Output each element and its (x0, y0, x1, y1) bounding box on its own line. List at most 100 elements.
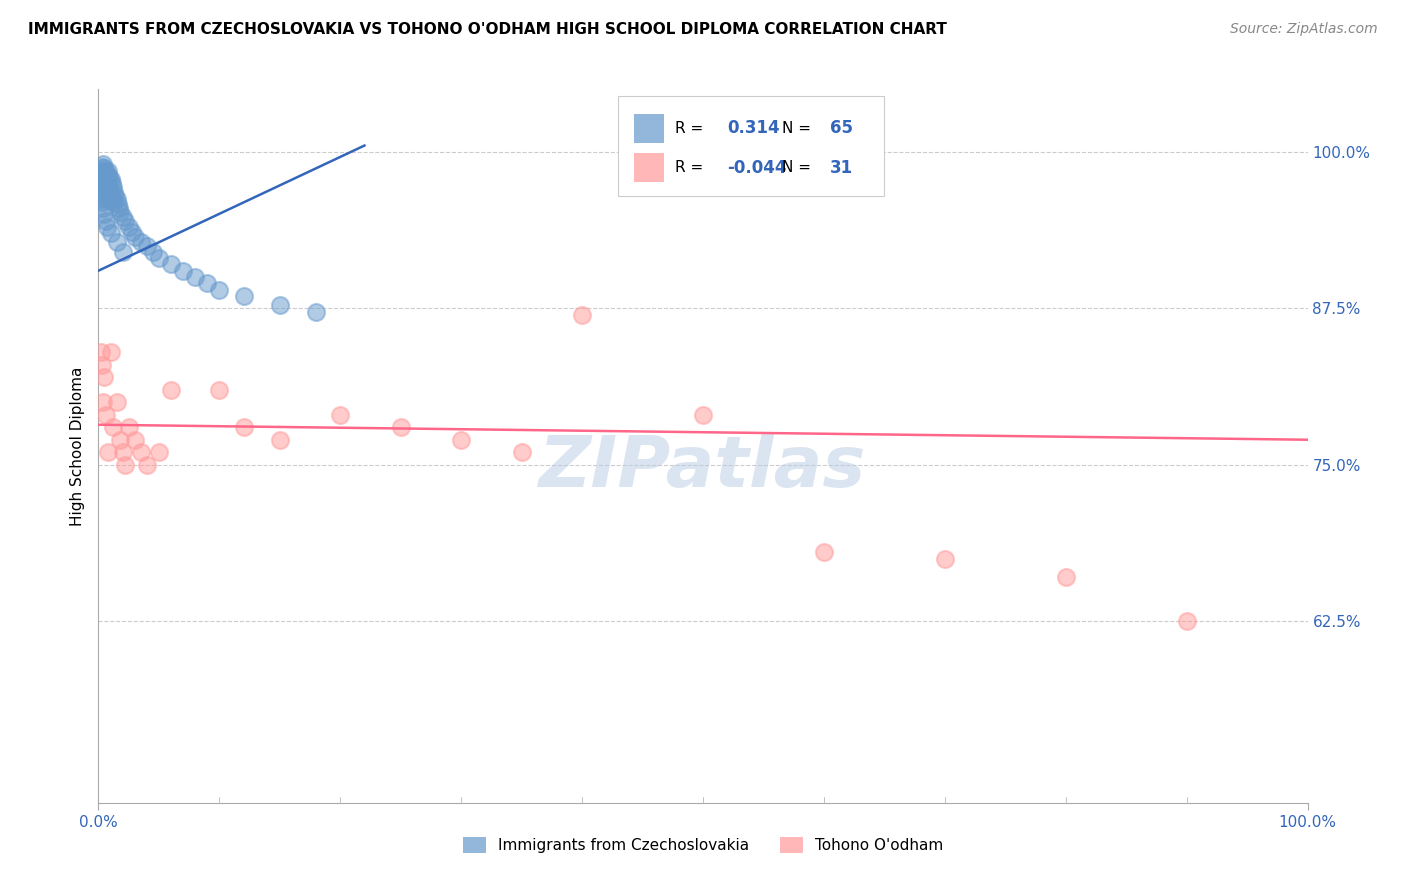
Point (111, 210, 134, 224)
Point (104, 188, 127, 202)
Point (91, 188, 114, 202)
Point (100, 345, 122, 359)
Point (100, 172, 122, 186)
Point (97, 172, 120, 186)
Point (93, 370, 115, 384)
Point (94, 165, 117, 179)
Point (97, 163, 120, 178)
Legend: Immigrants from Czechoslovakia, Tohono O'odham: Immigrants from Czechoslovakia, Tohono O… (457, 831, 949, 859)
Point (108, 201, 131, 215)
Point (1054, 570, 1077, 584)
Point (269, 297, 291, 311)
Point (208, 383, 231, 397)
Point (101, 420, 124, 434)
Text: ZIPatlas: ZIPatlas (540, 433, 866, 502)
Point (100, 176, 122, 190)
Point (105, 395, 128, 409)
Point (305, 305, 328, 319)
Point (93, 207, 115, 221)
Point (91, 173, 114, 187)
Point (813, 545, 835, 559)
Point (124, 433, 146, 447)
Point (148, 251, 170, 265)
Point (100, 193, 122, 207)
Point (90, 172, 112, 186)
Point (114, 213, 136, 227)
Point (90, 167, 112, 181)
Point (172, 264, 194, 278)
Point (129, 235, 152, 249)
Point (118, 219, 141, 234)
Point (114, 458, 136, 472)
Point (148, 445, 170, 459)
Point (692, 408, 714, 422)
Point (934, 551, 956, 566)
FancyBboxPatch shape (634, 114, 664, 143)
Text: Source: ZipAtlas.com: Source: ZipAtlas.com (1230, 22, 1378, 37)
Point (94, 213, 117, 227)
Point (91, 176, 114, 190)
Y-axis label: High School Diploma: High School Diploma (69, 367, 84, 525)
FancyBboxPatch shape (634, 153, 664, 182)
Point (108, 205, 131, 219)
Point (389, 420, 412, 434)
Point (90, 345, 112, 359)
Point (91, 166, 114, 180)
Point (97, 445, 120, 459)
Point (91, 194, 114, 209)
Point (108, 433, 131, 447)
Point (98, 169, 121, 184)
Point (195, 277, 218, 291)
Text: -0.044: -0.044 (727, 159, 787, 177)
Point (135, 238, 157, 252)
Point (97, 185, 120, 199)
Point (160, 257, 183, 271)
Point (184, 270, 207, 285)
Point (101, 194, 124, 209)
Point (98, 182, 121, 196)
Point (90, 163, 112, 178)
Text: N =: N = (782, 121, 811, 136)
Point (232, 420, 254, 434)
Point (118, 420, 141, 434)
Point (90, 182, 112, 196)
Text: N =: N = (782, 161, 811, 175)
Point (160, 383, 183, 397)
Point (135, 458, 157, 472)
Point (142, 244, 165, 259)
Text: IMMIGRANTS FROM CZECHOSLOVAKIA VS TOHONO O'ODHAM HIGH SCHOOL DIPLOMA CORRELATION: IMMIGRANTS FROM CZECHOSLOVAKIA VS TOHONO… (28, 22, 948, 37)
Point (232, 289, 254, 303)
Text: R =: R = (675, 161, 703, 175)
Point (124, 230, 146, 244)
Point (329, 408, 352, 422)
Point (91, 193, 114, 207)
Point (121, 225, 143, 239)
Point (111, 445, 134, 459)
Point (208, 283, 231, 297)
Point (91, 358, 114, 372)
Text: 0.314: 0.314 (727, 120, 780, 137)
Point (103, 185, 125, 199)
Point (91, 157, 114, 171)
Text: R =: R = (675, 121, 703, 136)
Point (96, 179, 118, 194)
Point (94, 408, 117, 422)
Point (91, 160, 114, 174)
Point (91, 395, 114, 409)
Point (269, 433, 291, 447)
Point (100, 188, 122, 202)
Text: 31: 31 (830, 159, 853, 177)
Point (93, 169, 115, 184)
Point (111, 244, 134, 259)
Point (89, 179, 111, 194)
Point (129, 445, 152, 459)
FancyBboxPatch shape (619, 96, 884, 196)
Point (107, 197, 129, 211)
Point (89, 169, 111, 184)
Point (91, 201, 114, 215)
Point (510, 445, 533, 459)
Point (93, 182, 115, 196)
Point (94, 176, 117, 190)
Point (91, 163, 114, 178)
Point (96, 219, 118, 234)
